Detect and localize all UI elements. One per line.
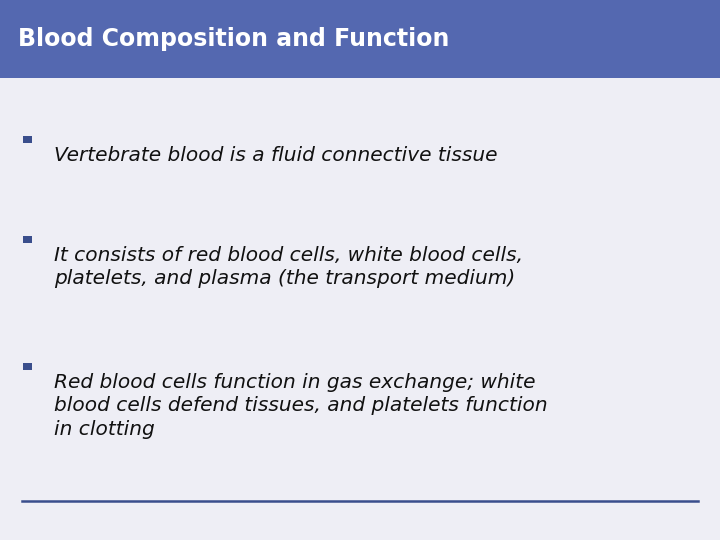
Bar: [0, 0, 720, 78]
Text: Red blood cells function in gas exchange; white
blood cells defend tissues, and : Red blood cells function in gas exchange…: [54, 373, 548, 438]
Bar: [23, 363, 32, 370]
Text: It consists of red blood cells, white blood cells,
platelets, and plasma (the tr: It consists of red blood cells, white bl…: [54, 246, 523, 288]
Bar: [23, 236, 32, 243]
Bar: [23, 136, 32, 143]
Text: Vertebrate blood is a fluid connective tissue: Vertebrate blood is a fluid connective t…: [54, 146, 498, 165]
Text: Blood Composition and Function: Blood Composition and Function: [18, 28, 449, 51]
